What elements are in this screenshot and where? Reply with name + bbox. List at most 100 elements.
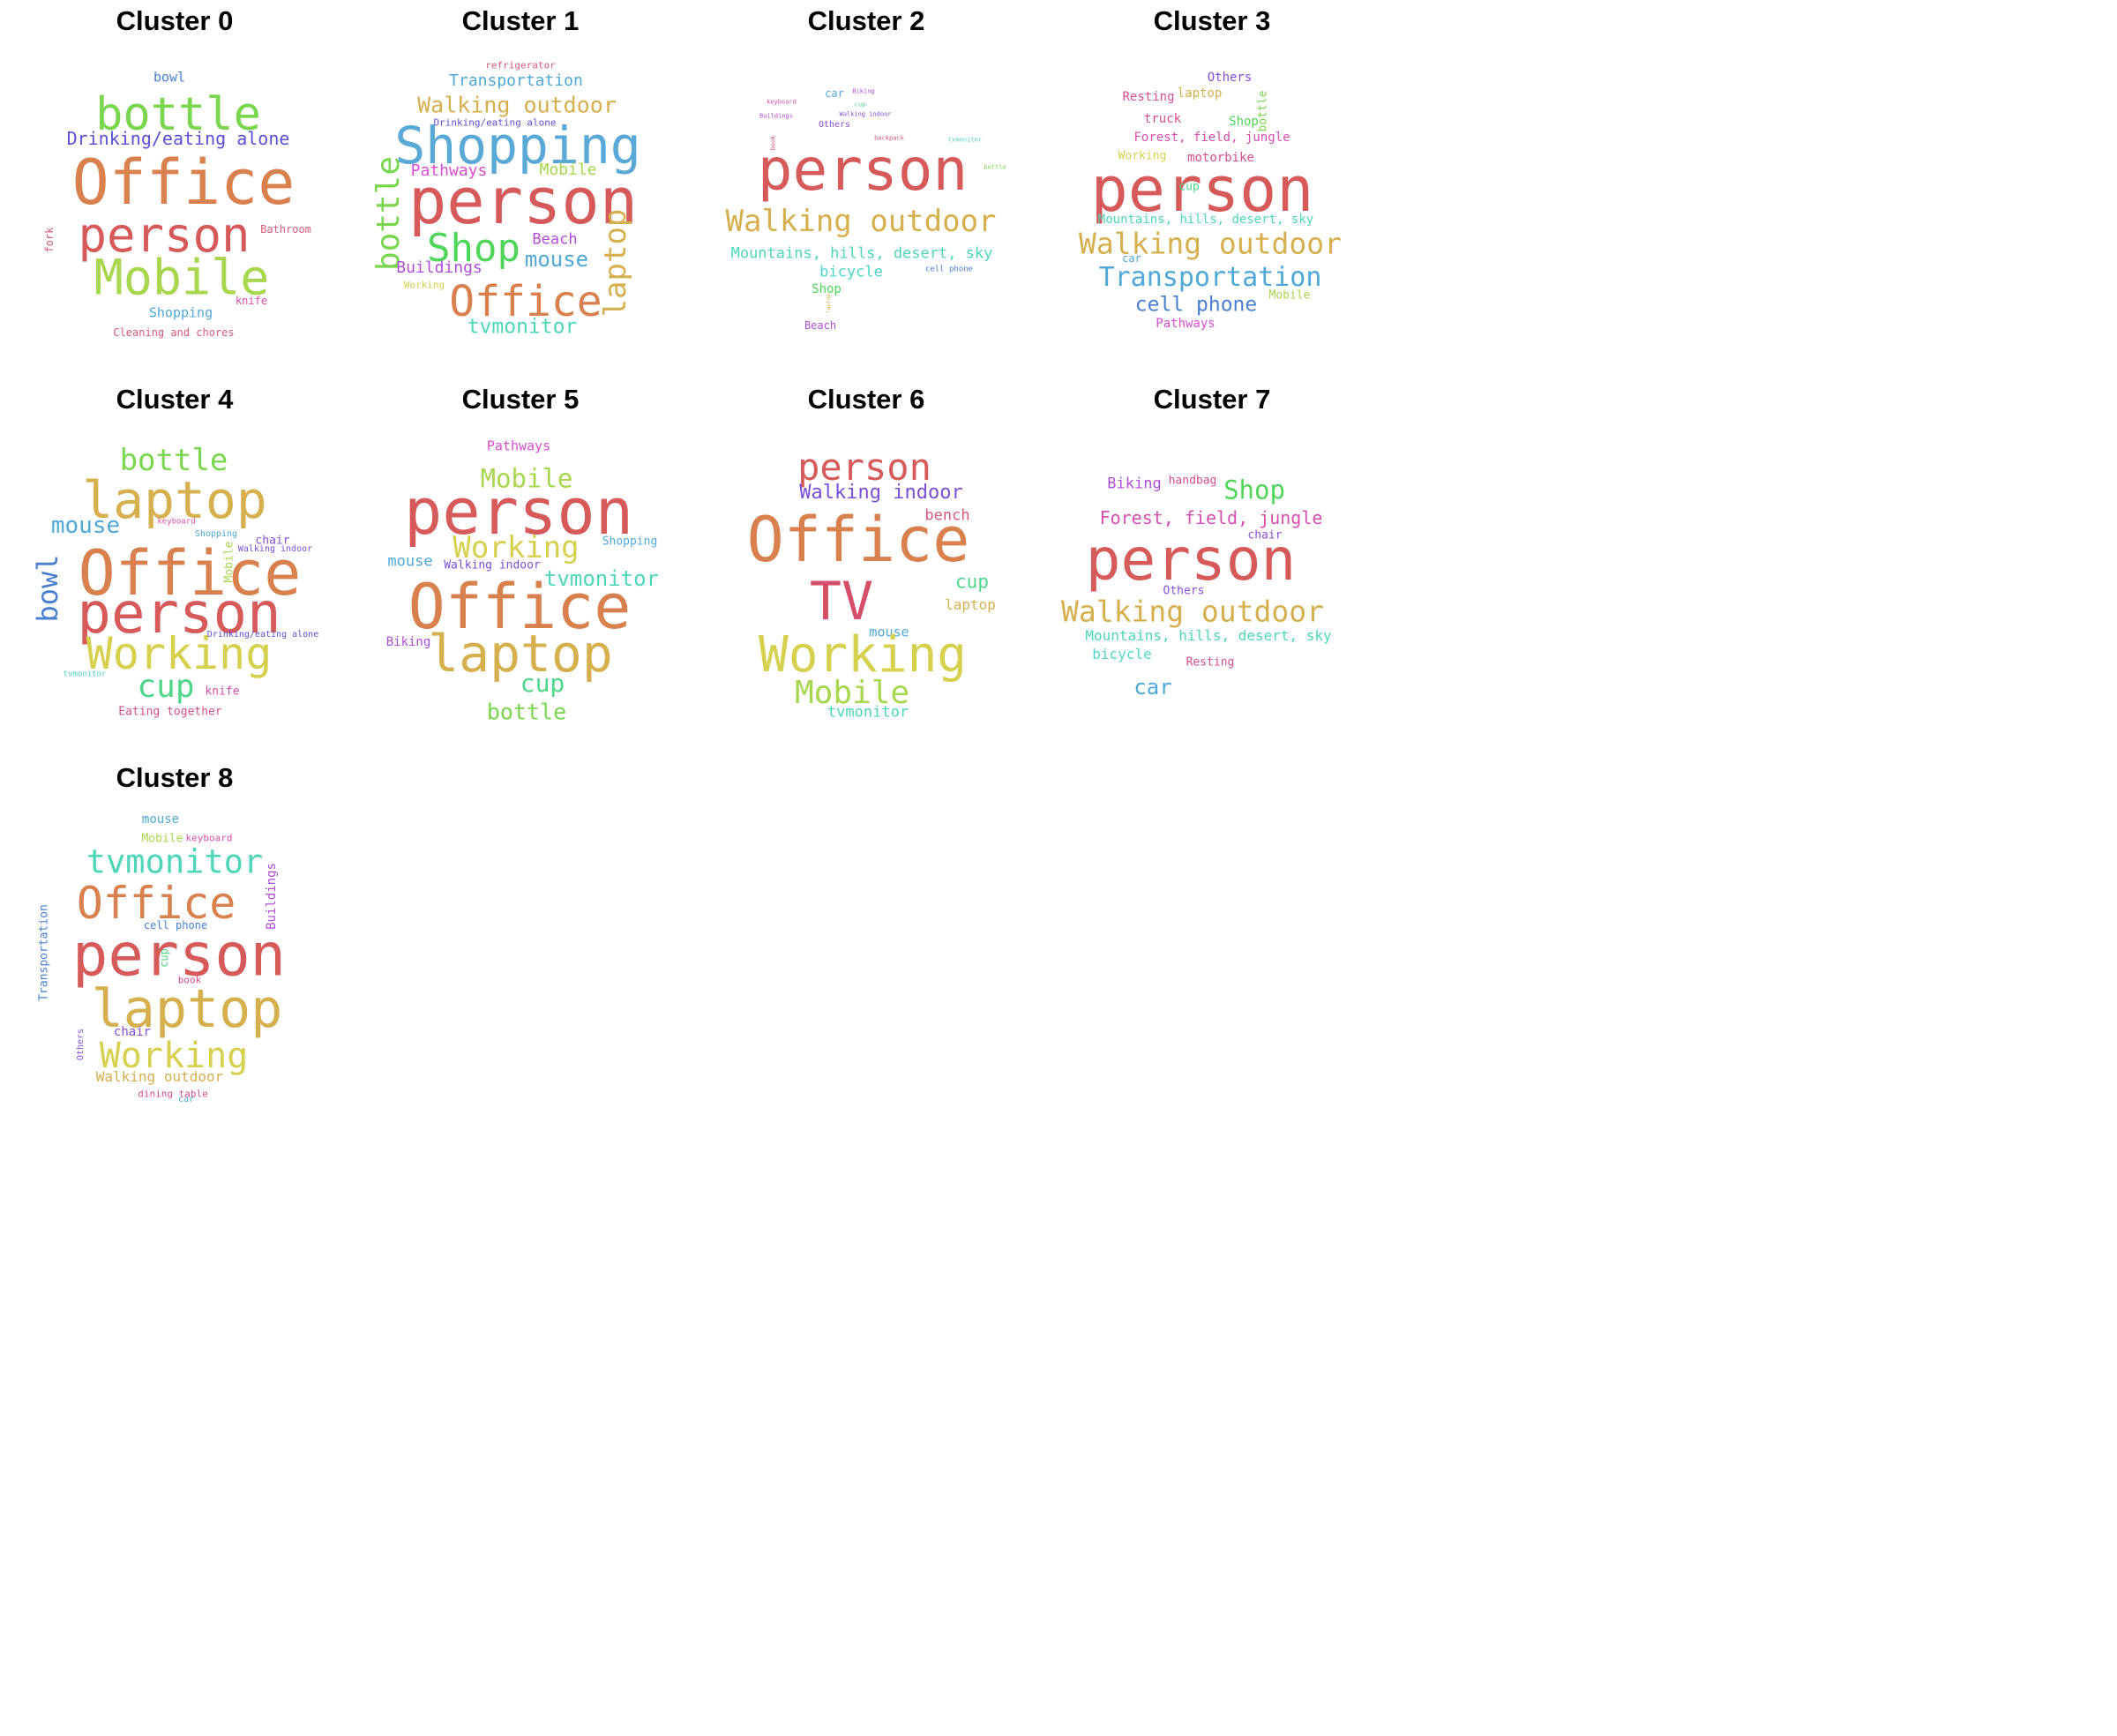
- cluster-panel-7: Cluster 7 Biking handbag Shop Forest, field,…: [1039, 378, 1369, 757]
- cloud-word: Office: [71, 146, 295, 219]
- cloud-word: Drinking/eating alone: [66, 128, 290, 149]
- cloud-word: person: [403, 475, 634, 549]
- cloud-word: keyboard: [767, 98, 797, 106]
- cloud-word: tvmonitor: [63, 670, 107, 679]
- cloud-word: tvmonitor: [827, 703, 909, 722]
- cluster-title: Cluster 6: [807, 384, 925, 415]
- cloud-word: Forest, field, jungle: [1099, 507, 1323, 528]
- cloud-word: laptop: [1177, 86, 1223, 101]
- cloud-word: cell phone: [924, 265, 974, 274]
- cloud-word: Office: [746, 504, 970, 576]
- cloud-word: car: [177, 1095, 195, 1104]
- cloud-word: laptop: [91, 978, 283, 1040]
- cluster-panel-5: Cluster 5 Pathways Mobile person Working Shop…: [348, 378, 693, 757]
- cluster-title: Cluster 7: [1153, 384, 1271, 415]
- cloud-word: Office: [78, 537, 302, 610]
- cloud-word: cup: [1178, 180, 1200, 194]
- cloud-word: Shop: [812, 282, 842, 296]
- cloud-word: Working: [403, 279, 445, 291]
- cloud-word: knife: [205, 685, 240, 699]
- cloud-word: bottle: [95, 88, 261, 141]
- cloud-word: Mobile: [539, 161, 597, 179]
- cloud-word: cup: [854, 101, 866, 108]
- cloud-word: bottle: [1256, 90, 1270, 132]
- cloud-word: motorbike: [1187, 151, 1254, 165]
- cloud-word: car: [825, 87, 844, 100]
- cloud-word: book: [177, 974, 202, 986]
- cloud-word: TV: [809, 571, 874, 632]
- cloud-word: Pathways: [1156, 317, 1216, 331]
- cluster-title: Cluster 5: [461, 384, 580, 415]
- cloud-word: bottle: [486, 699, 567, 725]
- cloud-word: cell phone: [1134, 293, 1258, 317]
- cloud-word: chair: [255, 534, 290, 548]
- cloud-word: Resting: [1186, 655, 1235, 670]
- cloud-word: person: [71, 920, 287, 990]
- cloud-word: bowl: [153, 69, 186, 86]
- cloud-word: cup: [520, 669, 565, 698]
- cloud-word: backpack: [874, 134, 904, 142]
- cloud-word: refrigerator: [485, 59, 556, 71]
- cluster-panel-4: Cluster 4 bottle laptop mouse keyboard Shoppi…: [2, 378, 348, 757]
- cluster-panel-3: Cluster 3 Others Resting laptop bottle truck S…: [1039, 0, 1369, 378]
- cloud-word: mouse: [869, 624, 909, 640]
- cloud-word: Others: [76, 1028, 86, 1061]
- cloud-word: keyboard: [157, 517, 196, 527]
- cloud-word: Pathways: [486, 438, 551, 454]
- cloud-word: Working: [99, 1036, 249, 1076]
- cloud-word: Buildings: [759, 112, 793, 120]
- cloud-word: person: [797, 445, 931, 489]
- cloud-word: Walking outdoor: [417, 92, 617, 118]
- cloud-word: Walking indoor: [237, 544, 313, 554]
- cloud-word: Shop: [1223, 475, 1285, 505]
- cloud-word: Walking indoor: [839, 110, 892, 118]
- cloud-word: truck: [1143, 112, 1182, 126]
- cloud-word: person: [1090, 153, 1314, 226]
- cloud-word: bench: [924, 506, 970, 525]
- cloud-word: knife: [235, 295, 268, 307]
- cluster-title: Cluster 1: [461, 5, 580, 36]
- cloud-word: tvmonitor: [467, 315, 578, 339]
- cloud-word: car: [1122, 252, 1141, 265]
- cloud-word: Eating together: [118, 705, 222, 719]
- cloud-word: Cleaning and chores: [113, 326, 235, 339]
- cloud-word: chair: [1247, 528, 1283, 542]
- cloud-word: Working: [86, 628, 273, 679]
- cloud-word: Mobile: [1268, 288, 1311, 303]
- cloud-word: bowl: [31, 554, 64, 623]
- cloud-word: car: [1133, 675, 1172, 700]
- cloud-word: Transportation: [37, 904, 51, 1001]
- cloud-word: tvmonitor: [543, 566, 660, 591]
- cloud-word: laptop: [82, 470, 267, 530]
- cloud-word: cup: [137, 669, 195, 705]
- cloud-word: Office: [449, 277, 602, 326]
- cloud-word: Mountains, hills, desert, sky: [730, 244, 993, 263]
- cloud-word: Forest, field, jungle: [1133, 131, 1290, 145]
- cloud-word: Shop: [427, 226, 520, 271]
- cloud-word: bottle: [984, 163, 1006, 171]
- cloud-word: Bathroom: [260, 223, 311, 236]
- cloud-word: Pathways: [410, 161, 488, 180]
- cloud-word: Others: [818, 120, 851, 130]
- cloud-word: mouse: [141, 812, 180, 827]
- cluster-panel-8: Cluster 8 mouse Mobile keyboard tvmonitor Bui…: [2, 757, 348, 1123]
- cloud-word: keyboard: [185, 832, 233, 844]
- cloud-word: person: [757, 136, 969, 204]
- cloud-word: Mobile: [141, 832, 183, 846]
- cloud-word: laptop: [826, 294, 832, 313]
- cloud-word: cell phone: [143, 919, 208, 932]
- cloud-word: mouse: [387, 552, 433, 571]
- cluster-title: Cluster 3: [1153, 5, 1271, 36]
- cluster-panel-1: Cluster 1 refrigerator Transportation Walki…: [348, 0, 693, 378]
- cloud-word: dining table: [138, 1088, 208, 1100]
- cloud-word: Shopping: [194, 529, 238, 539]
- cloud-word: bottle: [370, 155, 407, 272]
- cloud-word: cup: [158, 948, 170, 968]
- cloud-word: Shopping: [148, 304, 213, 321]
- cloud-word: Mountains, hills, desert, sky: [1097, 213, 1314, 227]
- cloud-word: Office: [408, 571, 632, 643]
- cloud-word: bicycle: [819, 263, 883, 281]
- cloud-word: Mobile: [480, 463, 573, 494]
- cloud-word: bottle: [119, 443, 228, 478]
- cloud-word: laptop: [945, 596, 996, 613]
